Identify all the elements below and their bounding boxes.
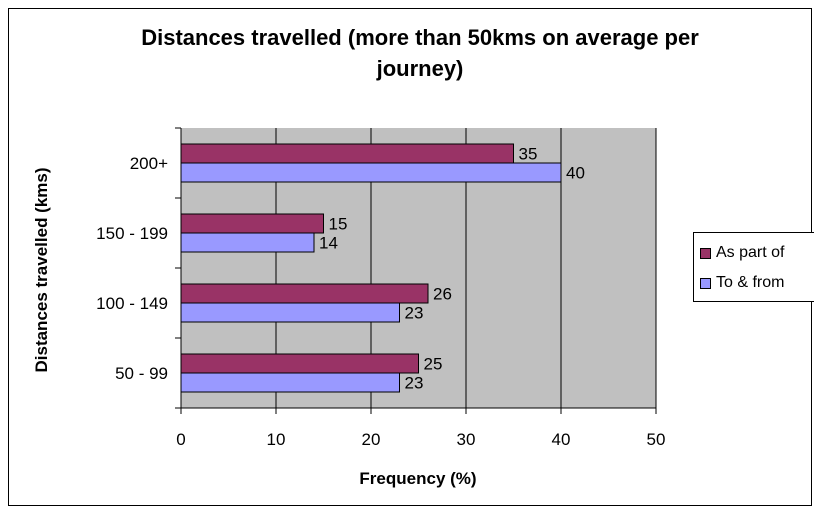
data-label: 23 — [405, 374, 424, 393]
bar — [180, 302, 400, 323]
data-label: 25 — [424, 355, 443, 374]
bar — [180, 353, 419, 374]
legend-label-series-1: As part of — [716, 244, 785, 261]
data-label: 35 — [519, 145, 538, 164]
x-tick-label: 0 — [176, 430, 185, 449]
data-label: 15 — [329, 215, 348, 234]
bars — [180, 143, 562, 393]
y-tick-label: 100 - 149 — [96, 294, 168, 313]
legend-swatch-series-1 — [700, 247, 711, 259]
legend: As part of To & from — [693, 232, 814, 302]
bar — [180, 143, 514, 164]
legend-item-series-1: As part of — [700, 243, 784, 263]
bar — [180, 162, 562, 183]
bar — [180, 283, 429, 304]
data-label: 14 — [319, 234, 338, 253]
data-label: 26 — [433, 285, 452, 304]
y-tick-label: 50 - 99 — [115, 364, 168, 383]
x-tick-label: 30 — [457, 430, 476, 449]
legend-swatch-series-2 — [700, 277, 711, 289]
bar — [180, 213, 324, 234]
bar — [180, 232, 315, 253]
y-tick-label: 200+ — [130, 154, 168, 173]
x-tick-label: 10 — [267, 430, 286, 449]
bar — [180, 372, 400, 393]
legend-item-series-2: To & from — [700, 273, 784, 293]
chart-title: Distances travelled (more than 50kms on … — [141, 25, 699, 81]
legend-label-series-2: To & from — [716, 274, 785, 291]
y-axis-title: Distances travelled (kms) — [32, 167, 51, 372]
x-axis-title: Frequency (%) — [359, 469, 476, 488]
x-tick-label: 40 — [552, 430, 571, 449]
data-label: 40 — [566, 164, 585, 183]
data-label: 23 — [405, 304, 424, 323]
x-tick-label: 50 — [647, 430, 666, 449]
y-tick-label: 150 - 199 — [96, 224, 168, 243]
axes — [175, 127, 657, 414]
x-tick-label: 20 — [362, 430, 381, 449]
